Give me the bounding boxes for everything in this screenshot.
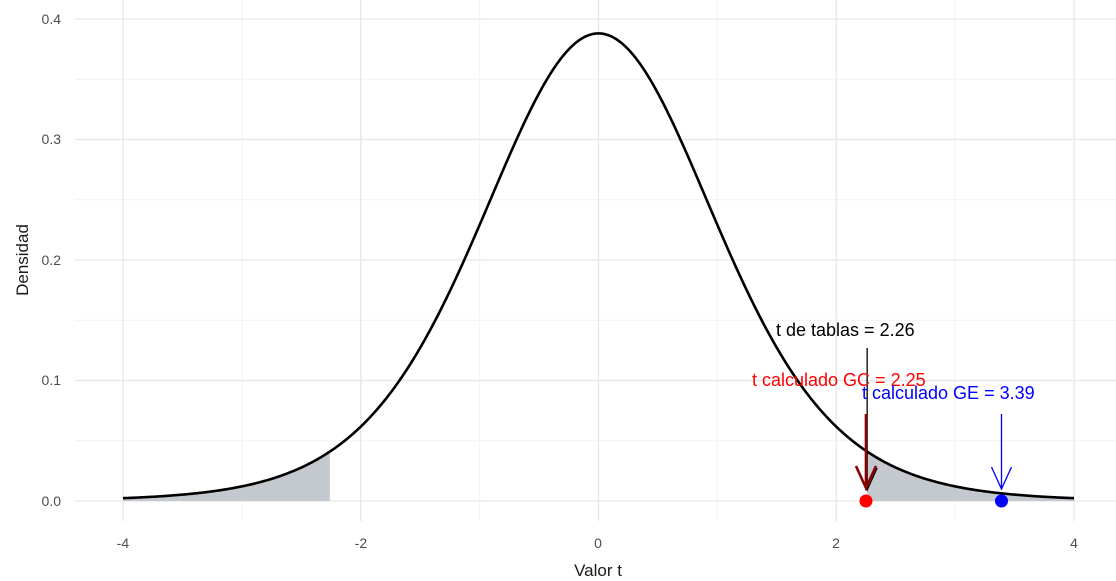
y-tick-label: 0.4	[42, 11, 62, 27]
y-tick-label: 0.2	[42, 252, 62, 268]
minor-gridlines	[75, 0, 1116, 521]
x-tick-label: 0	[594, 535, 602, 551]
x-axis-title: Valor t	[574, 561, 622, 580]
y-axis-title: Densidad	[13, 224, 32, 296]
y-tick-label: 0.3	[42, 131, 62, 147]
annotation-arrow-head	[990, 466, 1013, 491]
annotation-arrow-head	[854, 465, 878, 492]
annotation-t-calculado-ge: t calculado GE = 3.39	[862, 383, 1035, 403]
shaded-tails	[123, 451, 1074, 501]
y-axis-ticks: 0.0 0.1 0.2 0.3 0.4	[42, 11, 62, 509]
x-axis-ticks: -4 -2 0 2 4	[117, 535, 1078, 551]
statistic-point	[859, 494, 873, 508]
x-tick-label: -4	[117, 535, 130, 551]
annotation-t-tablas: t de tablas = 2.26	[776, 320, 915, 340]
annotations: t de tablas = 2.26 t calculado GC = 2.25…	[752, 320, 1035, 403]
statistic-points	[859, 494, 1008, 508]
x-tick-label: -2	[355, 535, 368, 551]
density-curve	[122, 32, 1075, 500]
annotation-t-calculado-gc: t calculado GC = 2.25	[752, 370, 926, 390]
y-tick-label: 0.0	[42, 493, 62, 509]
y-tick-label: 0.1	[42, 372, 62, 388]
shaded-tail	[123, 451, 330, 501]
x-tick-label: 2	[832, 535, 840, 551]
x-tick-label: 4	[1070, 535, 1078, 551]
statistic-point	[994, 494, 1008, 508]
annotation-arrows	[854, 348, 1013, 492]
major-gridlines	[75, 0, 1116, 521]
shaded-tail	[867, 451, 1074, 501]
